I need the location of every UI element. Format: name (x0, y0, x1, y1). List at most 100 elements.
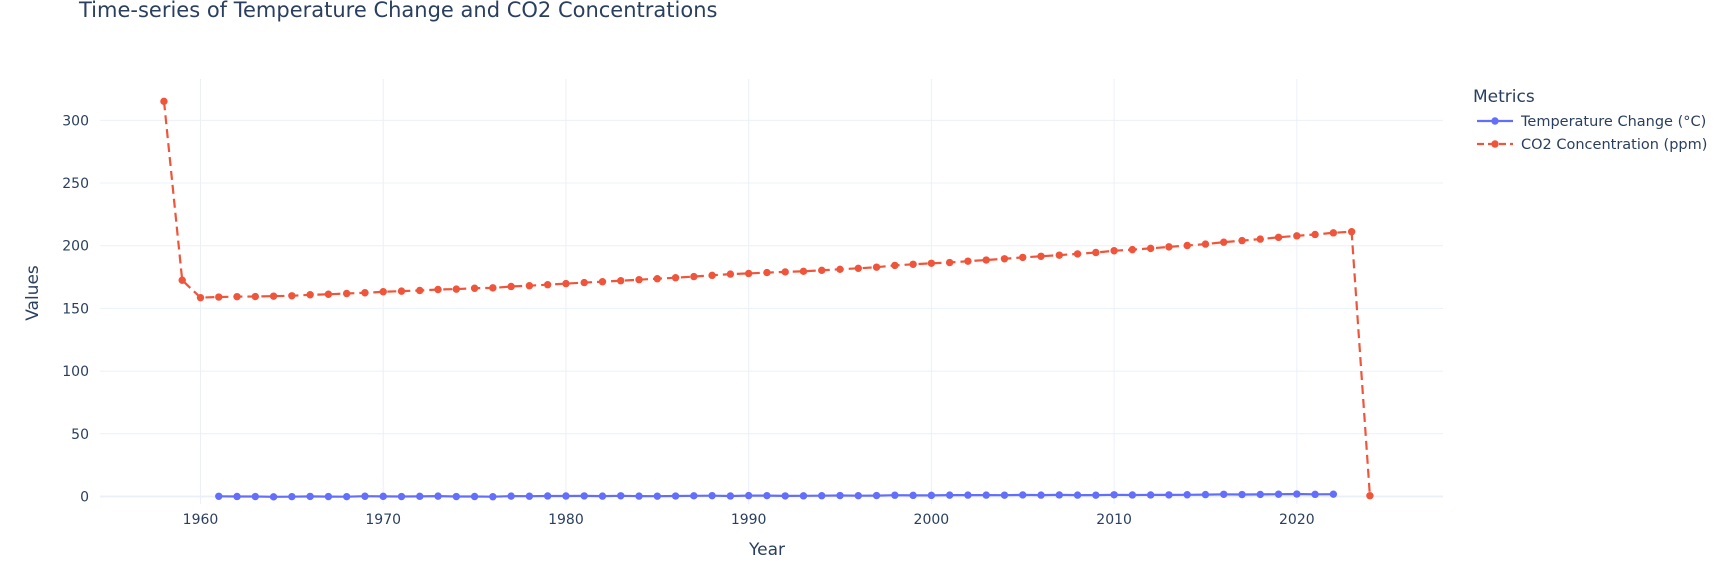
data-point (1183, 241, 1191, 250)
data-point (1128, 491, 1137, 499)
data-point (708, 491, 716, 500)
data-point (379, 492, 387, 501)
x-tick-label: 1970 (365, 512, 401, 528)
y-tick-label: 200 (62, 239, 89, 255)
data-point (489, 284, 497, 292)
y-tick-label: 150 (62, 301, 89, 317)
data-point (909, 491, 917, 500)
data-point (1201, 490, 1210, 499)
data-point (1019, 253, 1027, 262)
data-point (1019, 491, 1027, 499)
x-axis-title: Year (748, 540, 785, 560)
data-point (379, 288, 387, 296)
data-point (1073, 250, 1082, 258)
data-point (489, 493, 497, 501)
data-point (1000, 255, 1009, 263)
data-point (744, 491, 753, 500)
data-point (708, 271, 716, 280)
data-point (1201, 240, 1210, 248)
data-point (799, 267, 808, 276)
data-point (507, 282, 515, 291)
data-point (196, 293, 205, 302)
legend-label: Temperature Change (°C) (1520, 114, 1706, 130)
data-point (324, 492, 333, 501)
data-point (1366, 492, 1374, 500)
data-point (1055, 491, 1063, 499)
data-point (927, 259, 936, 267)
data-point (653, 492, 661, 500)
data-point (361, 492, 369, 500)
data-point (1274, 233, 1283, 242)
data-point (635, 276, 643, 284)
data-point (580, 278, 588, 287)
data-point (726, 270, 735, 278)
data-point (1311, 230, 1319, 239)
data-point (452, 492, 461, 501)
x-tick-label: 1960 (183, 512, 219, 528)
data-point (397, 287, 406, 295)
data-point (872, 491, 881, 500)
data-point (1256, 235, 1264, 243)
data-point (854, 491, 862, 500)
y-tick-label: 50 (71, 427, 89, 443)
data-point (836, 491, 844, 500)
data-point (306, 492, 314, 501)
data-point (1110, 247, 1118, 255)
data-point (1037, 252, 1045, 260)
x-tick-label: 1980 (548, 512, 584, 528)
data-point (397, 492, 406, 501)
data-point (1092, 491, 1100, 499)
data-point (945, 491, 954, 499)
data-point (215, 293, 223, 301)
data-point (1256, 490, 1264, 499)
data-point (562, 279, 570, 288)
legend-swatch-marker (1491, 117, 1499, 125)
data-point (1000, 491, 1009, 499)
y-tick-label: 300 (62, 113, 89, 129)
data-point (1347, 227, 1356, 236)
data-point (288, 492, 296, 501)
data-point (818, 266, 826, 275)
data-point (288, 292, 296, 300)
data-point (1073, 491, 1082, 499)
data-point (927, 491, 936, 500)
data-point (671, 274, 680, 282)
data-point (598, 278, 607, 286)
data-point (1146, 491, 1155, 499)
data-point (361, 289, 369, 297)
data-point (342, 289, 351, 298)
data-point (891, 491, 899, 499)
data-point (470, 492, 479, 501)
data-point (909, 260, 917, 268)
y-axis-ticks: 0 50 100 150 200 250 300 (62, 113, 89, 505)
legend[interactable]: Metrics Temperature Change (°C) CO2 Conce… (1473, 87, 1707, 153)
data-point (1037, 491, 1045, 499)
data-point (945, 258, 954, 267)
legend-item: Temperature Change (°C) (1477, 114, 1706, 130)
data-point (215, 492, 223, 500)
x-tick-label: 2000 (914, 512, 950, 528)
data-point (653, 275, 661, 283)
x-tick-label: 1990 (731, 512, 767, 528)
data-point (872, 263, 881, 271)
data-point (1055, 251, 1063, 259)
plot-area (160, 97, 1374, 501)
data-point (1146, 244, 1155, 253)
data-point (434, 285, 442, 294)
legend-label: CO2 Concentration (ppm) (1521, 137, 1707, 153)
y-tick-label: 0 (80, 489, 89, 505)
data-point (818, 492, 826, 500)
data-point (1220, 238, 1228, 246)
chart-title: Time-series of Temperature Change and CO… (78, 0, 717, 22)
data-point (434, 492, 442, 500)
data-point (1293, 490, 1301, 498)
data-point (617, 277, 625, 285)
data-point (1165, 243, 1173, 251)
data-point (416, 286, 424, 295)
data-point (251, 492, 260, 501)
x-axis-ticks: 1960 1970 1980 1990 2000 2010 2020 (183, 512, 1315, 528)
data-point (1110, 491, 1118, 499)
series-1 (215, 490, 1338, 501)
data-point (781, 492, 789, 500)
